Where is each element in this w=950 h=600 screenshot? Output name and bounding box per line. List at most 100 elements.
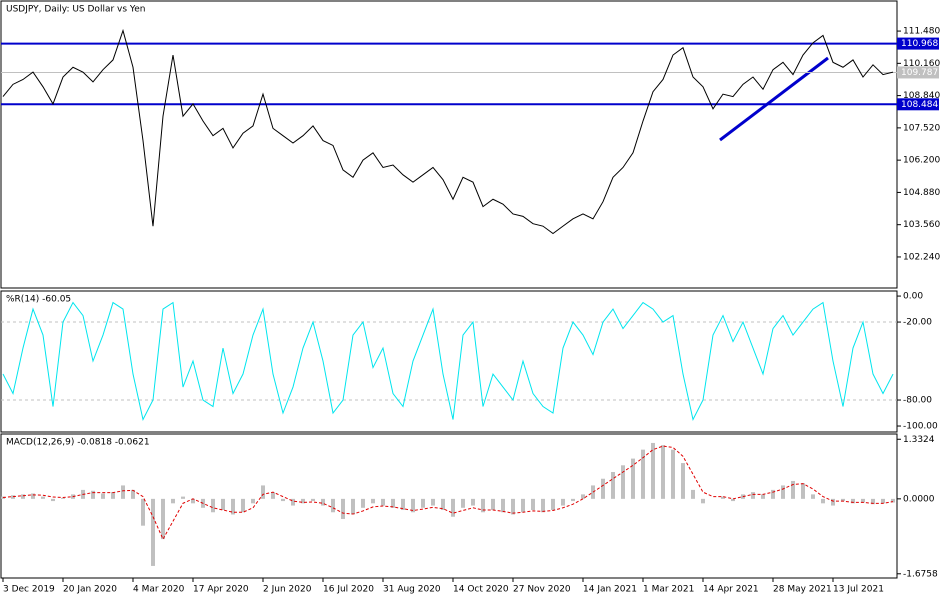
histogram-bar xyxy=(751,492,755,499)
y-tick-label: -100.00 xyxy=(903,422,938,432)
histogram-bar xyxy=(501,498,505,513)
histogram-bar xyxy=(311,498,315,502)
histogram-bar xyxy=(521,498,525,513)
histogram-bar xyxy=(51,498,55,502)
y-tick-label: 0.0000 xyxy=(903,494,935,504)
histogram-bar xyxy=(21,494,25,499)
histogram-bar xyxy=(781,485,785,499)
histogram-bar xyxy=(731,498,735,502)
histogram-bar xyxy=(341,498,345,519)
histogram-bar xyxy=(441,498,445,511)
panel-frame xyxy=(0,290,898,433)
histogram-bar xyxy=(861,498,865,503)
y-tick-label: -80.00 xyxy=(903,396,932,406)
histogram-bar xyxy=(841,498,845,502)
histogram-bar xyxy=(401,498,405,511)
histogram-bar xyxy=(771,489,775,499)
panel-frame xyxy=(0,433,898,579)
x-tick-label: 16 Jul 2020 xyxy=(323,585,374,595)
histogram-bar xyxy=(371,498,375,504)
histogram-bar xyxy=(611,472,615,499)
histogram-bar xyxy=(1,496,5,499)
histogram-bar xyxy=(571,498,575,502)
histogram-bar xyxy=(891,498,895,503)
x-tick-label: 20 Jan 2020 xyxy=(63,585,117,595)
histogram-bar xyxy=(181,496,185,499)
histogram-bar xyxy=(241,498,245,513)
histogram-bar xyxy=(231,498,235,515)
histogram-bar xyxy=(41,496,45,499)
histogram-bar xyxy=(331,498,335,513)
x-tick-label: 2 Jun 2020 xyxy=(263,585,312,595)
histogram-bar xyxy=(671,449,675,499)
y-tick-label: 103.560 xyxy=(903,220,940,230)
histogram-bar xyxy=(171,498,175,504)
y-tick-label: -1.6758 xyxy=(903,569,938,579)
x-tick-label: 27 Nov 2020 xyxy=(513,585,571,595)
histogram-bar xyxy=(471,498,475,506)
x-tick-label: 4 Mar 2020 xyxy=(133,585,185,595)
histogram-bar xyxy=(131,489,135,499)
histogram-bar xyxy=(701,498,705,504)
x-tick-label: 28 May 2021 xyxy=(773,585,832,595)
y-tick-label: 106.200 xyxy=(903,156,940,166)
y-tick-label: 0.00 xyxy=(903,292,923,302)
histogram-bar xyxy=(811,494,815,499)
y-tick-label: 1.3324 xyxy=(903,435,935,445)
level-box xyxy=(897,37,939,50)
panel-frame xyxy=(0,0,898,289)
histogram-bar xyxy=(281,498,285,502)
histogram-bar xyxy=(871,498,875,505)
histogram-bar xyxy=(151,498,155,566)
histogram-bar xyxy=(351,498,355,515)
histogram-bar xyxy=(621,465,625,499)
histogram-bar xyxy=(821,498,825,504)
histogram-bar xyxy=(121,485,125,499)
histogram-bar xyxy=(291,498,295,506)
histogram-bar xyxy=(601,478,605,499)
price-line xyxy=(2,28,894,235)
y-tick-label: 111.480 xyxy=(903,27,940,37)
histogram-bar xyxy=(761,494,765,499)
histogram-bar xyxy=(191,498,195,504)
y-tick-label: 102.240 xyxy=(903,252,940,262)
histogram-bar xyxy=(101,493,105,499)
histogram-bar xyxy=(491,498,495,511)
histogram-bar xyxy=(161,498,165,540)
histogram-bar xyxy=(61,497,65,499)
histogram-bar xyxy=(421,498,425,508)
y-tick-label: 107.520 xyxy=(903,123,940,133)
histogram-bar xyxy=(451,498,455,517)
x-tick-label: 17 Apr 2020 xyxy=(193,585,249,595)
histogram-bar xyxy=(301,498,305,504)
histogram-bar xyxy=(361,498,365,508)
last-price-box xyxy=(897,66,939,79)
y-tick-label: 104.880 xyxy=(903,188,940,198)
x-tick-label: 3 Dec 2019 xyxy=(3,585,55,595)
histogram-bar xyxy=(511,498,515,515)
histogram-bar xyxy=(251,498,255,504)
histogram-bar xyxy=(681,463,685,499)
x-tick-label: 31 Aug 2020 xyxy=(383,585,441,595)
histogram-bar xyxy=(11,495,15,499)
histogram-bar xyxy=(211,498,215,513)
histogram-bar xyxy=(381,498,385,506)
histogram-bar xyxy=(221,498,225,511)
histogram-bar xyxy=(651,442,655,499)
histogram-bar xyxy=(561,498,565,506)
histogram-bar xyxy=(411,498,415,513)
histogram-bar xyxy=(851,498,855,504)
histogram-bar xyxy=(461,498,465,508)
histogram-bar xyxy=(91,490,95,499)
panel-title: MACD(12,26,9) -0.0818 -0.0621 xyxy=(6,438,150,448)
y-tick-label: -20.00 xyxy=(903,318,932,328)
histogram-bar xyxy=(261,485,265,499)
x-tick-label: 14 Oct 2020 xyxy=(453,585,509,595)
histogram-bar xyxy=(661,445,665,499)
histogram-bar xyxy=(691,489,695,499)
histogram-bar xyxy=(141,498,145,526)
last-price-label: 109.787 xyxy=(901,68,938,78)
level-label: 108.484 xyxy=(901,100,938,110)
price-line xyxy=(2,301,894,421)
